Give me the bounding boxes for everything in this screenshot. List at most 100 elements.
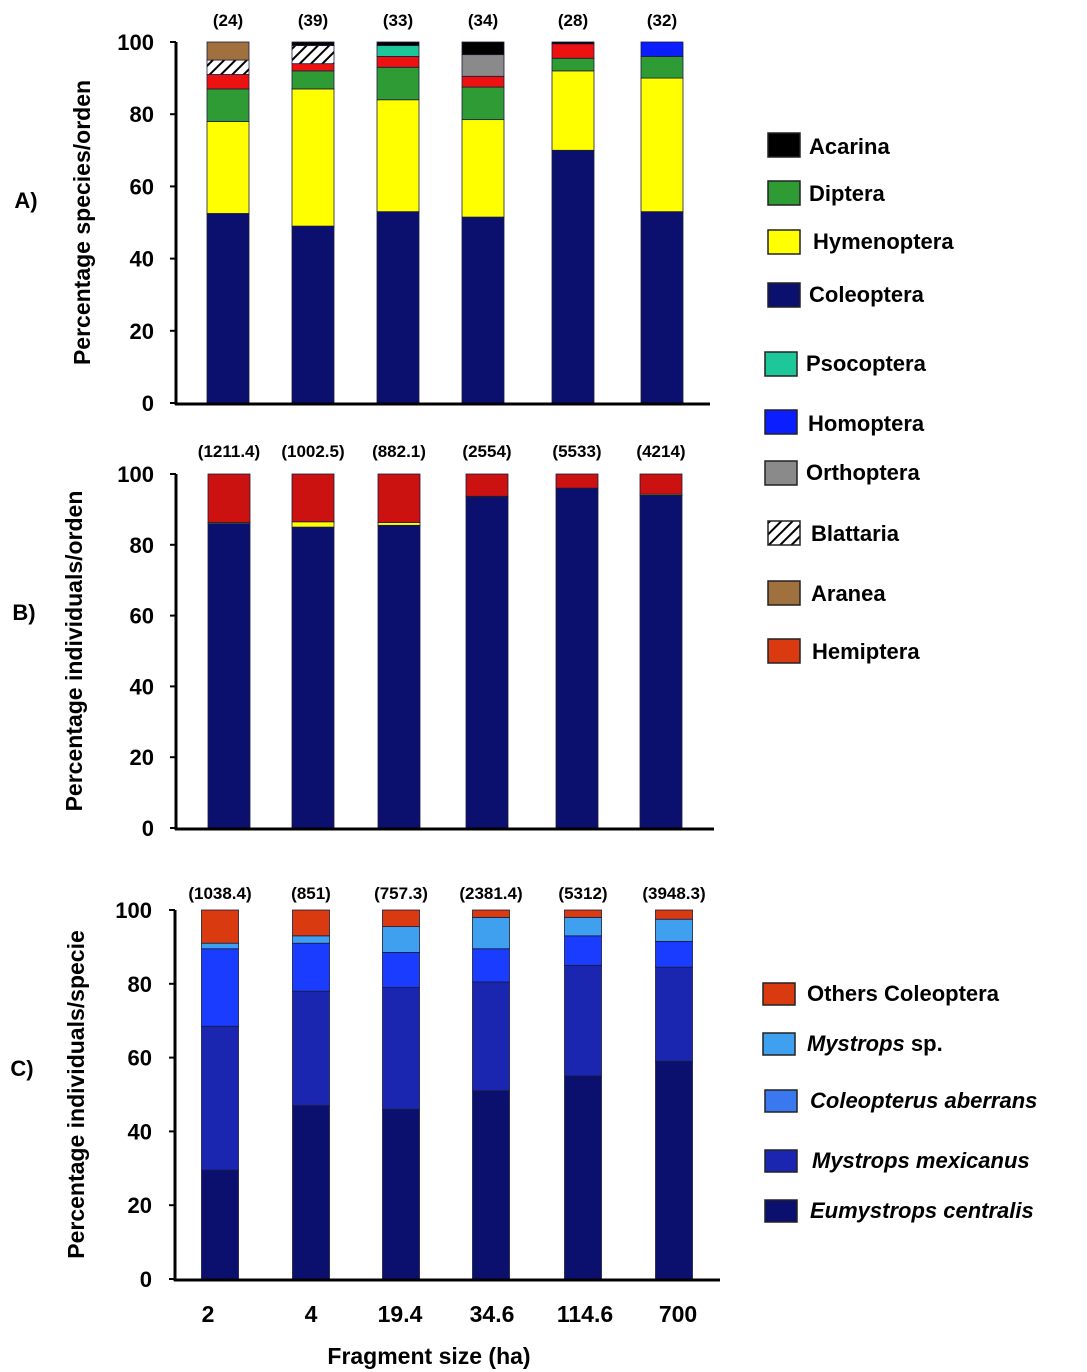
y-tick-label: 80 — [130, 533, 154, 558]
legend-item: Homoptera — [764, 409, 925, 436]
legend-swatch — [762, 982, 796, 1006]
panel-label: C) — [10, 1056, 33, 1081]
legend-label: Hymenoptera — [813, 229, 954, 254]
bar-segment — [655, 966, 693, 1062]
panel-b: (1211.4) (1002.5) (882.1) (2554) (5533) (4214… — [12, 442, 714, 841]
bar-segment — [564, 916, 602, 937]
bar-segment — [472, 981, 510, 1092]
bar-segment — [291, 41, 335, 47]
bar-count-label: (1211.4) — [198, 442, 260, 461]
bar-segment — [382, 926, 420, 953]
bar-segment — [639, 473, 683, 495]
bar-segment — [461, 75, 505, 88]
legend-swatch — [767, 180, 801, 206]
bar-count-label: (32) — [647, 11, 677, 30]
y-tick-label: 20 — [128, 1193, 152, 1218]
y-axis-label: Percentage individuals/specie — [63, 930, 89, 1259]
legend-label: Coleopterus aberrans — [810, 1088, 1037, 1113]
bar-segment — [461, 86, 505, 121]
legend-swatch — [764, 409, 798, 435]
bar-stack — [376, 41, 420, 404]
legend-item: Others Coleoptera — [762, 981, 1000, 1006]
legend-item: Eumystrops centralis — [764, 1198, 1034, 1223]
bar-stack — [655, 909, 693, 1280]
y-tick-label: 0 — [140, 1267, 152, 1292]
bar-segment — [201, 1025, 239, 1171]
legend-label: Eumystrops centralis — [810, 1198, 1034, 1223]
legend-orders: Acarina Diptera Hymenoptera Coleoptera Psoco… — [764, 132, 954, 664]
legend-label: Hemiptera — [812, 639, 920, 664]
legend-item: Acarina — [767, 132, 890, 159]
bar-segment — [292, 1105, 330, 1280]
bar-segment — [564, 1075, 602, 1280]
bar-count-label: (4214) — [636, 442, 685, 461]
bar-count-label: (39) — [298, 11, 328, 30]
bar-segment — [465, 473, 509, 497]
x-tick-label: 700 — [659, 1301, 697, 1327]
x-tick-label: 34.6 — [470, 1301, 515, 1327]
bar-segment — [207, 473, 251, 523]
legend-label: Orthoptera — [806, 460, 920, 485]
panel-c: (1038.4) (851) (757.3) (2381.4) (5312) (3948.… — [10, 884, 720, 1292]
bar-segment — [206, 121, 250, 214]
bar-segment — [206, 74, 250, 90]
bar-segment — [292, 909, 330, 937]
y-tick-label: 20 — [130, 319, 154, 344]
bar-stack — [564, 909, 602, 1280]
y-tick-label: 0 — [142, 391, 154, 416]
bar-stack — [377, 473, 421, 829]
bar-count-label: (2381.4) — [459, 884, 522, 903]
legend-swatch — [762, 1032, 796, 1056]
bar-segment — [377, 524, 421, 829]
legend-label: Mystrops sp. — [807, 1031, 943, 1056]
legend-label: Acarina — [809, 134, 890, 159]
bar-segment — [382, 987, 420, 1110]
bar-stack — [551, 41, 595, 404]
bar-segment — [291, 63, 335, 72]
bar-segment — [206, 213, 250, 404]
bar-segment — [639, 494, 683, 829]
bar-segment — [376, 41, 420, 47]
legend-swatch — [767, 282, 801, 308]
y-tick-label: 40 — [130, 247, 154, 272]
x-tick-label: 4 — [305, 1301, 318, 1327]
legend-swatch — [764, 460, 798, 486]
legend-item: Mystrops mexicanus — [764, 1148, 1030, 1173]
bar-segment — [376, 56, 420, 68]
bar-stack — [461, 41, 505, 404]
bar-segment — [472, 1090, 510, 1280]
bar-count-label: (24) — [213, 11, 243, 30]
bar-count-label: (34) — [468, 11, 498, 30]
bar-count-label: (882.1) — [372, 442, 426, 461]
bar-count-label: (5312) — [558, 884, 607, 903]
legend-label: Aranea — [811, 581, 886, 606]
y-tick-label: 100 — [117, 30, 154, 55]
y-tick-label: 100 — [115, 898, 152, 923]
y-tick-label: 60 — [130, 174, 154, 199]
bar-segment — [551, 43, 595, 59]
bar-segment — [640, 77, 684, 213]
bar-segment — [376, 211, 420, 404]
y-tick-label: 40 — [130, 674, 154, 699]
bar-segment — [461, 54, 505, 77]
legend-label: Diptera — [809, 181, 886, 206]
bar-count-label: (757.3) — [374, 884, 428, 903]
bar-segment — [551, 57, 595, 72]
bar-stack — [206, 41, 250, 404]
bar-segment — [472, 909, 510, 918]
bar-count-label: (3948.3) — [642, 884, 705, 903]
bar-segment — [291, 88, 335, 227]
bar-segment — [201, 942, 239, 950]
bar-segment — [461, 119, 505, 218]
bar-segment — [382, 952, 420, 988]
bar-segment — [291, 473, 335, 523]
y-tick-label: 80 — [130, 102, 154, 127]
bar-segment — [564, 909, 602, 918]
bar-segment — [377, 473, 421, 523]
legend-item: Orthoptera — [764, 460, 920, 486]
bar-segment — [376, 66, 420, 101]
bar-stack — [639, 473, 683, 829]
bar-segment — [655, 940, 693, 968]
x-tick-label: 2 — [202, 1301, 215, 1327]
